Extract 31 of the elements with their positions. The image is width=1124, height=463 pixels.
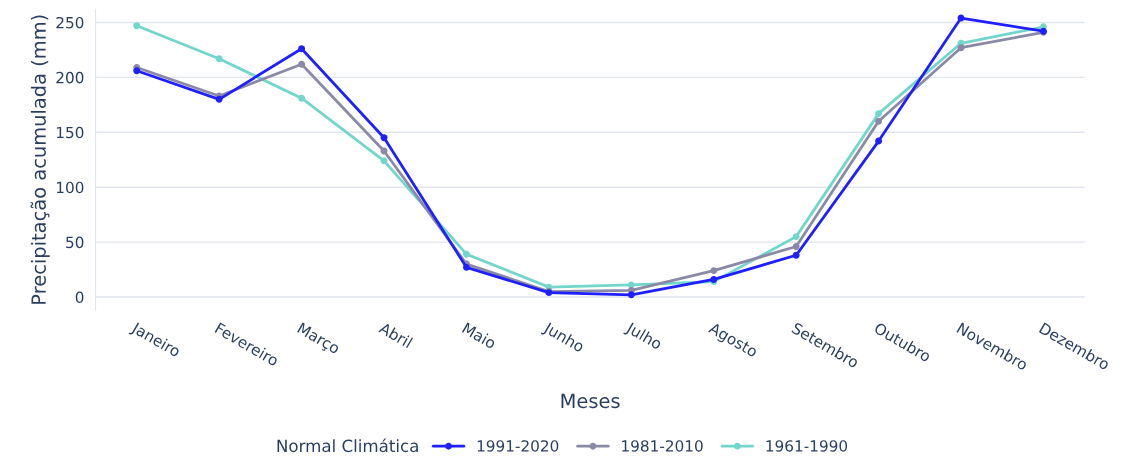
point — [298, 60, 306, 68]
point — [792, 243, 800, 250]
point — [380, 134, 388, 142]
y-tick-label: 100 — [56, 181, 84, 194]
point — [298, 45, 306, 53]
point — [298, 94, 306, 102]
point — [215, 55, 223, 63]
point — [133, 22, 141, 30]
legend-label: 1961-1990 — [766, 440, 848, 452]
point — [380, 157, 388, 165]
point — [792, 251, 800, 259]
point — [875, 110, 883, 118]
y-tick-label: 250 — [56, 16, 84, 29]
y-tick-label: 0 — [75, 291, 84, 304]
y-axis-title: Precipitação acumulada (mm) — [30, 15, 50, 304]
y-tick-label: 200 — [56, 71, 84, 84]
x-axis-title: Meses — [561, 393, 620, 409]
point — [462, 250, 470, 258]
point — [875, 117, 883, 125]
legend-label: 1991-2020 — [477, 440, 559, 452]
x-tick-label: Abril — [378, 321, 414, 349]
point — [792, 233, 800, 241]
point — [710, 267, 718, 275]
y-tick-label: 50 — [66, 236, 84, 249]
y-tick-label: 150 — [56, 126, 84, 139]
point — [957, 44, 965, 52]
legend-label: 1981-2010 — [622, 440, 703, 452]
point — [627, 291, 635, 299]
point — [875, 137, 883, 145]
point — [133, 67, 141, 75]
legend-title: Normal Climática — [277, 438, 418, 453]
